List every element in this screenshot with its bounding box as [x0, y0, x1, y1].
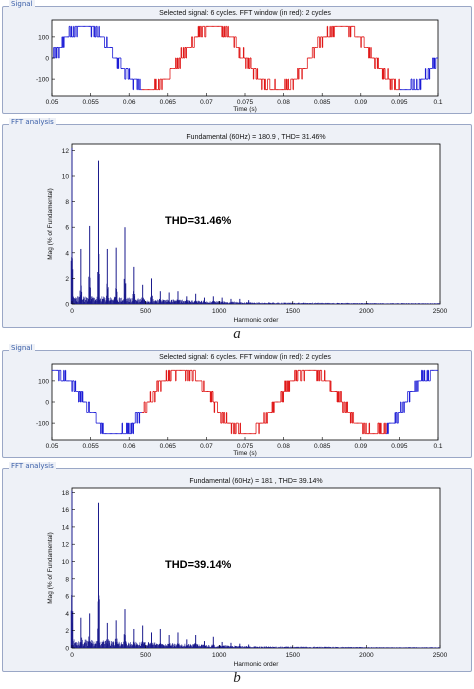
y-tick-label: 8 — [65, 199, 69, 206]
panel-b: Signal FFT analysis Selected signal: 6 c… — [0, 344, 474, 689]
fft-plot-a: Fundamental (60Hz) = 180.9 , THD= 31.46%… — [47, 134, 448, 324]
y-tick-label: 18 — [62, 490, 70, 497]
x-tick-label: 0.085 — [314, 443, 331, 450]
y-tick-label: 4 — [65, 611, 69, 618]
y-tick-label: 100 — [38, 378, 49, 385]
fft-group-label: FFT analysis — [9, 462, 56, 470]
thd-annotation: THD=39.14% — [165, 559, 232, 571]
signal-group-label: Signal — [9, 344, 35, 352]
y-tick-label: 14 — [62, 524, 70, 531]
x-tick-label: 0.08 — [277, 443, 290, 450]
signal-title: Selected signal: 6 cycles. FFT window (i… — [159, 354, 331, 361]
y-tick-label: 8 — [65, 576, 69, 583]
fft-plot-b: Fundamental (60Hz) = 181 , THD= 39.14% 0 5… — [47, 478, 448, 668]
x-axis-label: Time (s) — [233, 450, 257, 457]
y-tick-label: 10 — [62, 174, 70, 181]
x-tick-label: 0.075 — [237, 443, 254, 450]
x-tick-label: 0.075 — [237, 99, 254, 106]
y-tick-label: 6 — [65, 225, 69, 232]
y-tick-label: 0 — [65, 646, 69, 653]
y-tick-label: 100 — [38, 34, 49, 41]
y-tick-label: -100 — [36, 77, 49, 84]
y-tick-label: 2 — [65, 628, 69, 635]
y-tick-label: 6 — [65, 594, 69, 601]
x-tick-label: 0.055 — [82, 443, 99, 450]
panel-a: Signal FFT analysis Selected signal: 6 c… — [0, 0, 474, 344]
x-tick-label: 0.065 — [160, 443, 177, 450]
x-tick-label: 2500 — [433, 652, 448, 659]
x-tick-label: 1500 — [286, 308, 301, 315]
x-tick-label: 0.07 — [200, 443, 213, 450]
x-tick-label: 0.085 — [314, 99, 331, 106]
y-tick-label: 0 — [45, 400, 49, 407]
fft-group-label: FFT analysis — [9, 118, 56, 126]
y-tick-label: -100 — [36, 421, 49, 428]
fft-title: Fundamental (60Hz) = 181 , THD= 39.14% — [189, 478, 322, 485]
x-tick-label: 500 — [140, 308, 151, 315]
x-tick-label: 0.055 — [82, 99, 99, 106]
x-tick-label: 1000 — [212, 308, 227, 315]
x-tick-label: 0.065 — [160, 99, 177, 106]
signal-group-label: Signal — [9, 0, 35, 8]
x-tick-label: 0.05 — [46, 443, 59, 450]
x-tick-label: 0.095 — [391, 443, 408, 450]
x-tick-label: 0.05 — [46, 99, 59, 106]
y-tick-label: 12 — [62, 148, 70, 155]
x-tick-label: 1000 — [212, 652, 227, 659]
x-tick-label: 0.07 — [200, 99, 213, 106]
x-tick-label: 500 — [140, 652, 151, 659]
x-tick-label: 0.08 — [277, 99, 290, 106]
signal-title: Selected signal: 6 cycles. FFT window (i… — [159, 10, 331, 17]
y-axis-label: Mag (% of Fundamental) — [47, 532, 54, 604]
thd-annotation: THD=31.46% — [165, 215, 232, 227]
x-tick-label: 2500 — [433, 308, 448, 315]
y-tick-label: 10 — [62, 559, 70, 566]
x-tick-label: 1500 — [286, 652, 301, 659]
x-tick-label: 0.06 — [123, 99, 136, 106]
figure-caption-a: a — [233, 326, 241, 342]
fft-title: Fundamental (60Hz) = 180.9 , THD= 31.46% — [186, 134, 325, 141]
signal-plot-b: Selected signal: 6 cycles. FFT window (i… — [36, 354, 443, 457]
x-axis-label: Harmonic order — [234, 661, 280, 668]
x-tick-label: 0 — [70, 652, 74, 659]
x-tick-label: 0.095 — [391, 99, 408, 106]
plot-area — [71, 143, 441, 305]
x-tick-label: 0.1 — [433, 443, 442, 450]
x-tick-label: 2000 — [359, 308, 374, 315]
y-axis-label: Mag (% of Fundamental) — [47, 188, 54, 260]
x-tick-label: 0.09 — [354, 443, 367, 450]
x-tick-label: 0.1 — [433, 99, 442, 106]
y-tick-label: 0 — [45, 56, 49, 63]
x-tick-label: 2000 — [359, 652, 374, 659]
signal-plot-a: Selected signal: 6 cycles. FFT window (i… — [36, 10, 443, 113]
y-tick-label: 16 — [62, 507, 70, 514]
x-axis-label: Time (s) — [233, 106, 257, 113]
x-tick-label: 0.09 — [354, 99, 367, 106]
y-tick-label: 0 — [65, 302, 69, 309]
x-tick-label: 0 — [70, 308, 74, 315]
y-tick-label: 12 — [62, 542, 70, 549]
plot-area — [71, 487, 441, 649]
y-tick-label: 2 — [65, 276, 69, 283]
x-axis-label: Harmonic order — [234, 317, 280, 324]
plot-area — [51, 363, 439, 441]
y-tick-label: 4 — [65, 250, 69, 257]
x-tick-label: 0.06 — [123, 443, 136, 450]
figure-caption-b: b — [233, 670, 241, 686]
